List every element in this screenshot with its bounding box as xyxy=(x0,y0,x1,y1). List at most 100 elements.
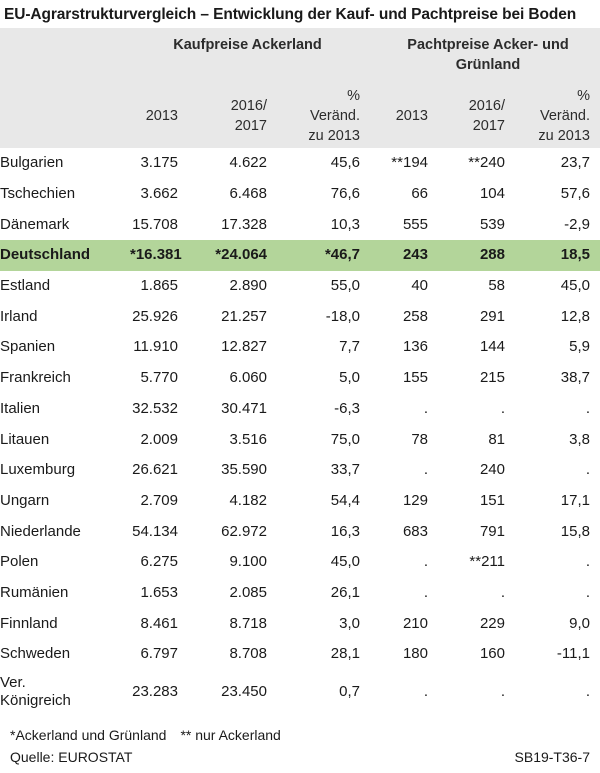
cell-pchg: 57,6 xyxy=(560,185,590,203)
country-name: Niederlande xyxy=(0,522,81,540)
cell-pchg: 18,5 xyxy=(505,240,590,271)
cell-kchg: 54,4 xyxy=(330,491,360,509)
cell-k2016: 2.085 xyxy=(229,583,267,601)
col-header-kauf-change-line1: % xyxy=(347,88,360,104)
cell-k2013: 1.653 xyxy=(140,583,178,601)
cell-pchg: . xyxy=(585,682,590,700)
cell-k2013: 5.770 xyxy=(140,369,178,387)
col-header-pacht-2013: 2013 xyxy=(395,108,428,124)
cell-kchg: 33,7 xyxy=(330,461,360,479)
cell-k2016: *24.064 xyxy=(178,240,267,271)
table-header: Kaufpreise Ackerland Pachtpreise Acker- … xyxy=(0,28,600,148)
cell-p2013: 40 xyxy=(411,277,428,295)
cell-p2016: 215 xyxy=(479,369,505,387)
group-header-pachtpreise: Pachtpreise Acker- und Grünland xyxy=(388,35,588,75)
cell-pchg: 9,0 xyxy=(569,614,590,632)
source-note: Quelle: EUROSTAT xyxy=(10,749,133,765)
cell-pchg: -11,1 xyxy=(556,645,590,663)
cell-k2013: 6.797 xyxy=(140,645,178,663)
col-header-kauf-change-line2: Veränd. xyxy=(310,108,360,124)
cell-k2013: *16.381 xyxy=(130,240,182,271)
col-header-pacht-change-line1: % xyxy=(577,88,590,104)
row-padding xyxy=(590,639,600,670)
cell-p2016: 291 xyxy=(479,307,505,325)
cell-kchg: 26,1 xyxy=(330,583,360,601)
col-header-pacht-change-line2: Veränd. xyxy=(540,108,590,124)
cell-p2016: 151 xyxy=(479,491,505,509)
table-row: Ver. Königreich 23.283 23.450 0,7... xyxy=(0,670,600,714)
cell-kchg: 75,0 xyxy=(330,430,360,448)
cell-pchg: 5,9 xyxy=(569,338,590,356)
row-padding xyxy=(590,179,600,210)
col-header-kauf-2013: 2013 xyxy=(145,108,178,124)
cell-k2016: 4.622 xyxy=(229,154,267,172)
cell-kchg: 76,6 xyxy=(330,185,360,203)
country-name: Estland xyxy=(0,277,51,295)
country-name: Spanien xyxy=(0,338,56,356)
table-code: SB19-T36-7 xyxy=(514,749,590,765)
row-padding xyxy=(590,455,600,486)
cell-p2016: 240 xyxy=(479,461,505,479)
country-name: Luxemburg xyxy=(0,461,76,479)
cell-k2013: 3.175 xyxy=(140,154,178,172)
table-title: EU-Agrarstrukturvergleich – Entwicklung … xyxy=(4,6,577,23)
col-header-kauf-2016-line2: 2017 xyxy=(234,118,267,134)
col-header-pacht-2016-line2: 2017 xyxy=(472,118,505,134)
cell-k2016: 3.516 xyxy=(229,430,267,448)
cell-pchg: -2,9 xyxy=(564,215,590,233)
col-header-pacht-2016: 2016/ 2017 xyxy=(450,96,505,136)
cell-kchg: 45,0 xyxy=(330,553,360,571)
table-row: Niederlande 54.134 62.972 16,3 683 791 15,8 xyxy=(0,516,600,547)
row-padding xyxy=(590,578,600,609)
cell-k2013: 2.709 xyxy=(140,491,178,509)
cell-kchg: -18,0 xyxy=(325,307,360,325)
col-header-pacht-change: % Veränd. zu 2013 xyxy=(520,86,590,146)
cell-k2016: 62.972 xyxy=(221,522,267,540)
cell-p2013: 155 xyxy=(402,369,428,387)
country-name-line1: Ver. xyxy=(0,673,26,691)
row-padding xyxy=(590,608,600,639)
row-padding xyxy=(590,394,600,425)
cell-p2013: . xyxy=(423,399,428,417)
cell-k2016: 8.708 xyxy=(229,645,267,663)
cell-p2016: . xyxy=(500,399,505,417)
cell-pchg: 3,8 xyxy=(569,430,590,448)
country-name: Frankreich xyxy=(0,369,71,387)
data-table: Bulgarien 3.175 4.622 45,6 **194 **240 23,7 Tsc… xyxy=(0,148,600,714)
country-name: Polen xyxy=(0,553,39,571)
cell-k2013: 15.708 xyxy=(132,215,178,233)
country-name: Schweden xyxy=(0,645,71,663)
cell-kchg: *46,7 xyxy=(267,240,360,271)
country-name: Italien xyxy=(0,399,41,417)
cell-p2013: . xyxy=(423,461,428,479)
cell-p2013: 210 xyxy=(402,614,428,632)
cell-p2016: 81 xyxy=(488,430,505,448)
table-body: Bulgarien 3.175 4.622 45,6 **194 **240 23,7 Tsc… xyxy=(0,148,600,714)
cell-kchg: 55,0 xyxy=(330,277,360,295)
table-row: Irland 25.926 21.257 -18,0 258 291 12,8 xyxy=(0,301,600,332)
cell-p2013: 180 xyxy=(402,645,428,663)
cell-k2016: 30.471 xyxy=(221,399,267,417)
row-padding xyxy=(590,271,600,302)
country-name: Ver. Königreich xyxy=(0,670,130,714)
cell-p2013: 66 xyxy=(411,185,428,203)
table-row: Estland 1.865 2.890 55,0 40 58 45,0 xyxy=(0,271,600,302)
cell-k2013: 54.134 xyxy=(132,522,178,540)
cell-k2016: 4.182 xyxy=(229,491,267,509)
col-header-kauf-change-line3: zu 2013 xyxy=(308,128,360,144)
cell-pchg: 23,7 xyxy=(560,154,590,172)
row-padding xyxy=(590,547,600,578)
country-name: Bulgarien xyxy=(0,154,64,172)
cell-p2016: 229 xyxy=(479,614,505,632)
table-row: Polen 6.275 9.100 45,0. **211. xyxy=(0,547,600,578)
row-padding xyxy=(590,670,600,714)
cell-pchg: . xyxy=(585,553,590,571)
cell-p2013: **194 xyxy=(391,154,428,172)
cell-k2013: 3.662 xyxy=(140,185,178,203)
footnote-ackerland-gruenland: *Ackerland und Grünland xyxy=(10,727,167,743)
cell-k2016: 2.890 xyxy=(229,277,267,295)
cell-p2016: . xyxy=(500,583,505,601)
cell-p2013: 243 xyxy=(360,240,428,271)
cell-k2016: 9.100 xyxy=(229,553,267,571)
cell-kchg: 10,3 xyxy=(330,215,360,233)
